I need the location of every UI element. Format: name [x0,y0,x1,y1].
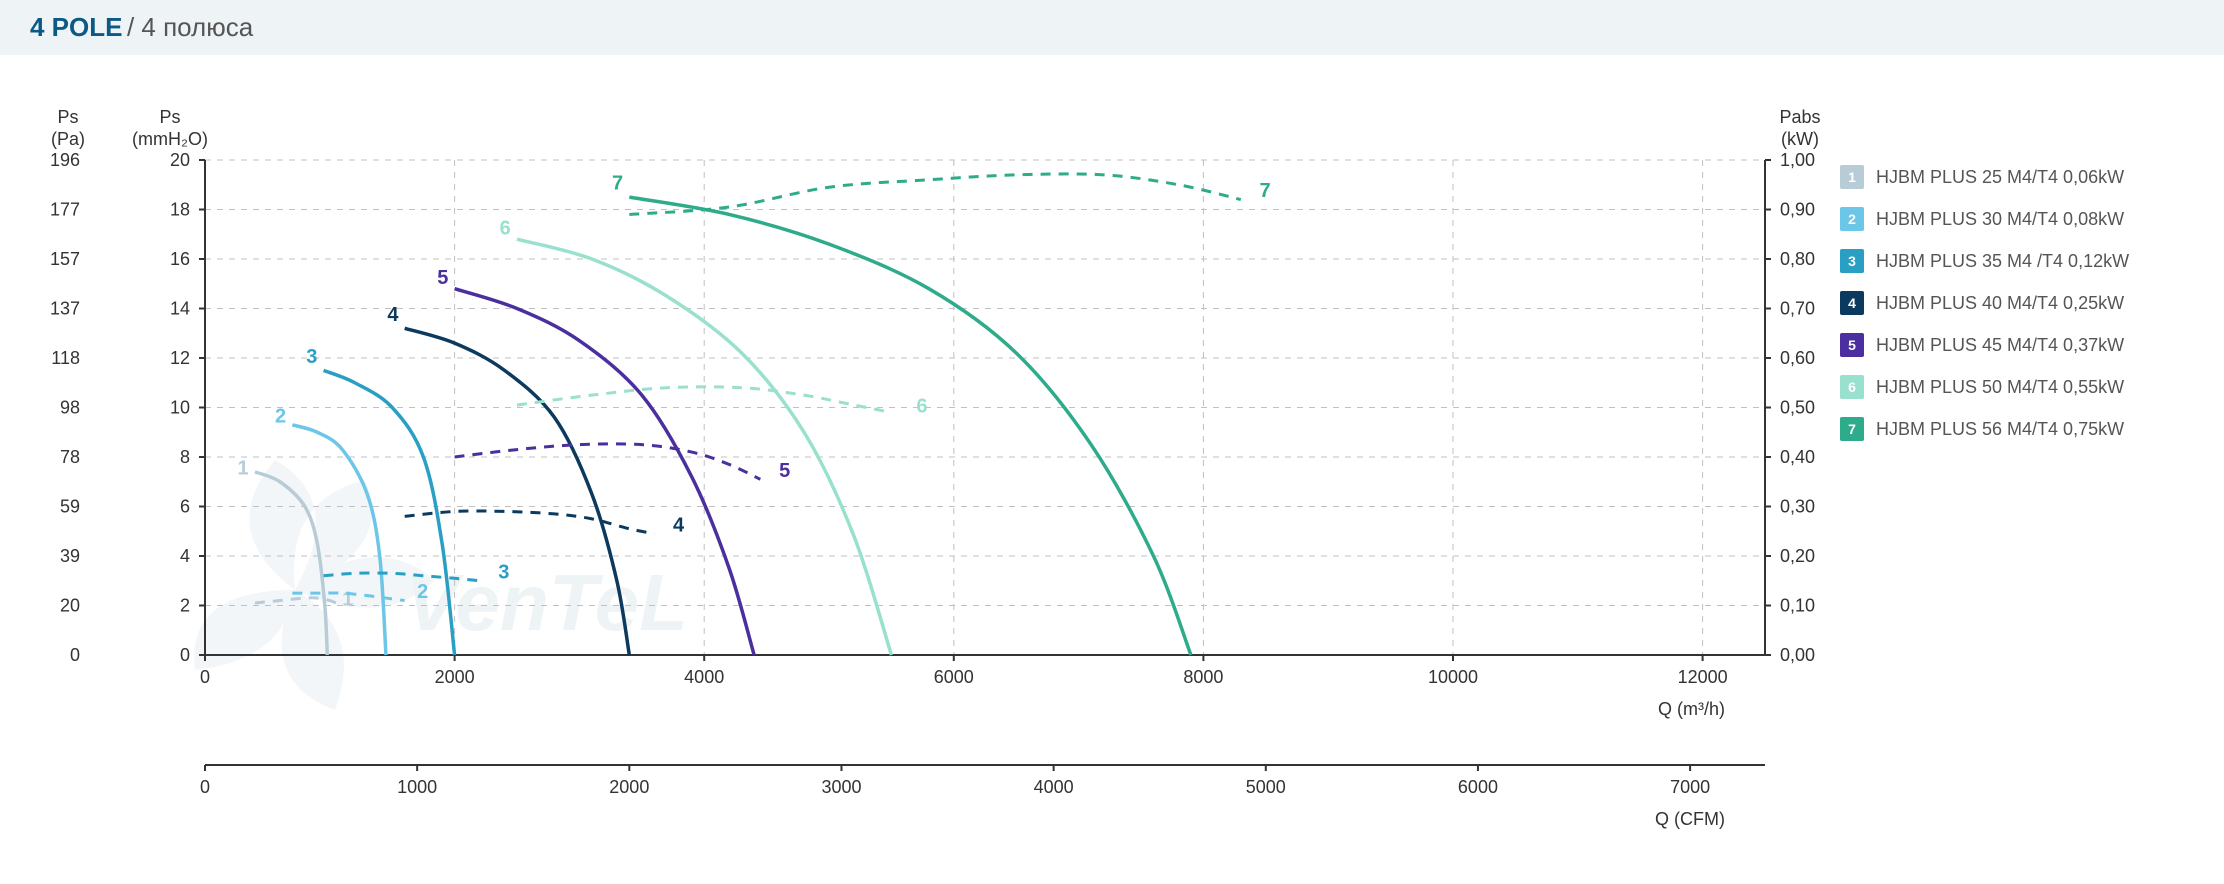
svg-text:118: 118 [51,348,80,368]
svg-text:6: 6 [180,497,190,517]
svg-text:4: 4 [180,546,190,566]
legend-item: 1 HJBM PLUS 25 M4/T4 0,06kW [1840,165,2129,189]
svg-text:1,00: 1,00 [1780,150,1815,170]
svg-text:0,00: 0,00 [1780,645,1815,665]
svg-text:39: 39 [60,546,80,566]
svg-text:12000: 12000 [1678,667,1728,687]
svg-text:3: 3 [306,346,317,368]
svg-text:20: 20 [170,150,190,170]
legend-label: HJBM PLUS 56 M4/T4 0,75kW [1876,419,2124,440]
legend-label: HJBM PLUS 25 M4/T4 0,06kW [1876,167,2124,188]
svg-text:Pabs: Pabs [1779,107,1820,127]
svg-text:(Pa): (Pa) [51,129,85,149]
legend-label: HJBM PLUS 45 M4/T4 0,37kW [1876,335,2124,356]
svg-text:196: 196 [50,150,80,170]
svg-text:(kW): (kW) [1781,129,1819,149]
svg-text:2: 2 [180,596,190,616]
svg-text:0: 0 [200,777,210,797]
svg-text:Q (m³/h): Q (m³/h) [1658,699,1725,719]
svg-text:5000: 5000 [1246,777,1286,797]
svg-text:2000: 2000 [435,667,475,687]
svg-text:6000: 6000 [1458,777,1498,797]
legend-item: 7 HJBM PLUS 56 M4/T4 0,75kW [1840,417,2129,441]
svg-text:8000: 8000 [1183,667,1223,687]
svg-text:0: 0 [200,667,210,687]
legend-num: 2 [1840,207,1864,231]
chart-svg: VenTeL0203959789811813715717719602468101… [20,75,1820,875]
svg-text:10: 10 [170,398,190,418]
svg-text:4000: 4000 [1034,777,1074,797]
chart-area: VenTeL0203959789811813715717719602468101… [20,75,1820,875]
svg-text:78: 78 [60,447,80,467]
svg-text:0,50: 0,50 [1780,398,1815,418]
svg-text:0,40: 0,40 [1780,447,1815,467]
svg-text:4000: 4000 [684,667,724,687]
legend-item: 2 HJBM PLUS 30 M4/T4 0,08kW [1840,207,2129,231]
legend-num: 3 [1840,249,1864,273]
svg-text:(mmH₂O): (mmH₂O) [132,129,208,149]
legend-num: 1 [1840,165,1864,189]
svg-text:6000: 6000 [934,667,974,687]
svg-text:3000: 3000 [821,777,861,797]
legend-num: 7 [1840,417,1864,441]
legend-item: 4 HJBM PLUS 40 M4/T4 0,25kW [1840,291,2129,315]
svg-text:14: 14 [170,299,190,319]
svg-text:0,10: 0,10 [1780,596,1815,616]
svg-text:157: 157 [50,249,80,269]
title-en: 4 POLE [30,12,122,42]
svg-text:2: 2 [417,581,428,603]
legend-num: 4 [1840,291,1864,315]
svg-text:0,30: 0,30 [1780,497,1815,517]
legend-label: HJBM PLUS 40 M4/T4 0,25kW [1876,293,2124,314]
svg-text:7: 7 [1260,180,1271,202]
svg-text:20: 20 [60,596,80,616]
svg-text:6: 6 [916,395,927,417]
content: VenTeL0203959789811813715717719602468101… [0,55,2224,875]
svg-text:12: 12 [170,348,190,368]
svg-text:0: 0 [70,645,80,665]
legend-item: 5 HJBM PLUS 45 M4/T4 0,37kW [1840,333,2129,357]
svg-text:6: 6 [500,217,511,239]
legend-item: 6 HJBM PLUS 50 M4/T4 0,55kW [1840,375,2129,399]
svg-text:0,70: 0,70 [1780,299,1815,319]
legend-num: 5 [1840,333,1864,357]
svg-text:4: 4 [673,514,685,536]
svg-text:7000: 7000 [1670,777,1710,797]
svg-text:0,60: 0,60 [1780,348,1815,368]
svg-text:59: 59 [60,497,80,517]
legend-label: HJBM PLUS 35 M4 /T4 0,12kW [1876,251,2129,272]
legend: 1 HJBM PLUS 25 M4/T4 0,06kW 2 HJBM PLUS 30 … [1820,75,2129,875]
svg-text:137: 137 [50,299,80,319]
title-ru: / 4 полюса [127,12,253,42]
svg-text:98: 98 [60,398,80,418]
legend-num: 6 [1840,375,1864,399]
svg-text:1: 1 [342,589,353,611]
svg-text:8: 8 [180,447,190,467]
svg-text:Q (CFM): Q (CFM) [1655,809,1725,829]
legend-label: HJBM PLUS 30 M4/T4 0,08kW [1876,209,2124,230]
svg-text:2: 2 [275,405,286,427]
svg-text:4: 4 [387,304,399,326]
svg-text:5: 5 [437,267,448,289]
svg-text:0,20: 0,20 [1780,546,1815,566]
svg-text:0,80: 0,80 [1780,249,1815,269]
svg-text:5: 5 [779,460,790,482]
svg-text:0,90: 0,90 [1780,200,1815,220]
svg-text:177: 177 [50,200,80,220]
legend-label: HJBM PLUS 50 M4/T4 0,55kW [1876,377,2124,398]
legend-item: 3 HJBM PLUS 35 M4 /T4 0,12kW [1840,249,2129,273]
svg-text:Ps: Ps [57,107,78,127]
svg-text:3: 3 [498,561,509,583]
svg-text:1: 1 [238,457,249,479]
svg-text:7: 7 [612,173,623,195]
svg-text:18: 18 [170,200,190,220]
svg-text:0: 0 [180,645,190,665]
header-bar: 4 POLE / 4 полюса [0,0,2224,55]
svg-text:10000: 10000 [1428,667,1478,687]
svg-text:Ps: Ps [159,107,180,127]
svg-text:16: 16 [170,249,190,269]
svg-text:2000: 2000 [609,777,649,797]
svg-text:1000: 1000 [397,777,437,797]
